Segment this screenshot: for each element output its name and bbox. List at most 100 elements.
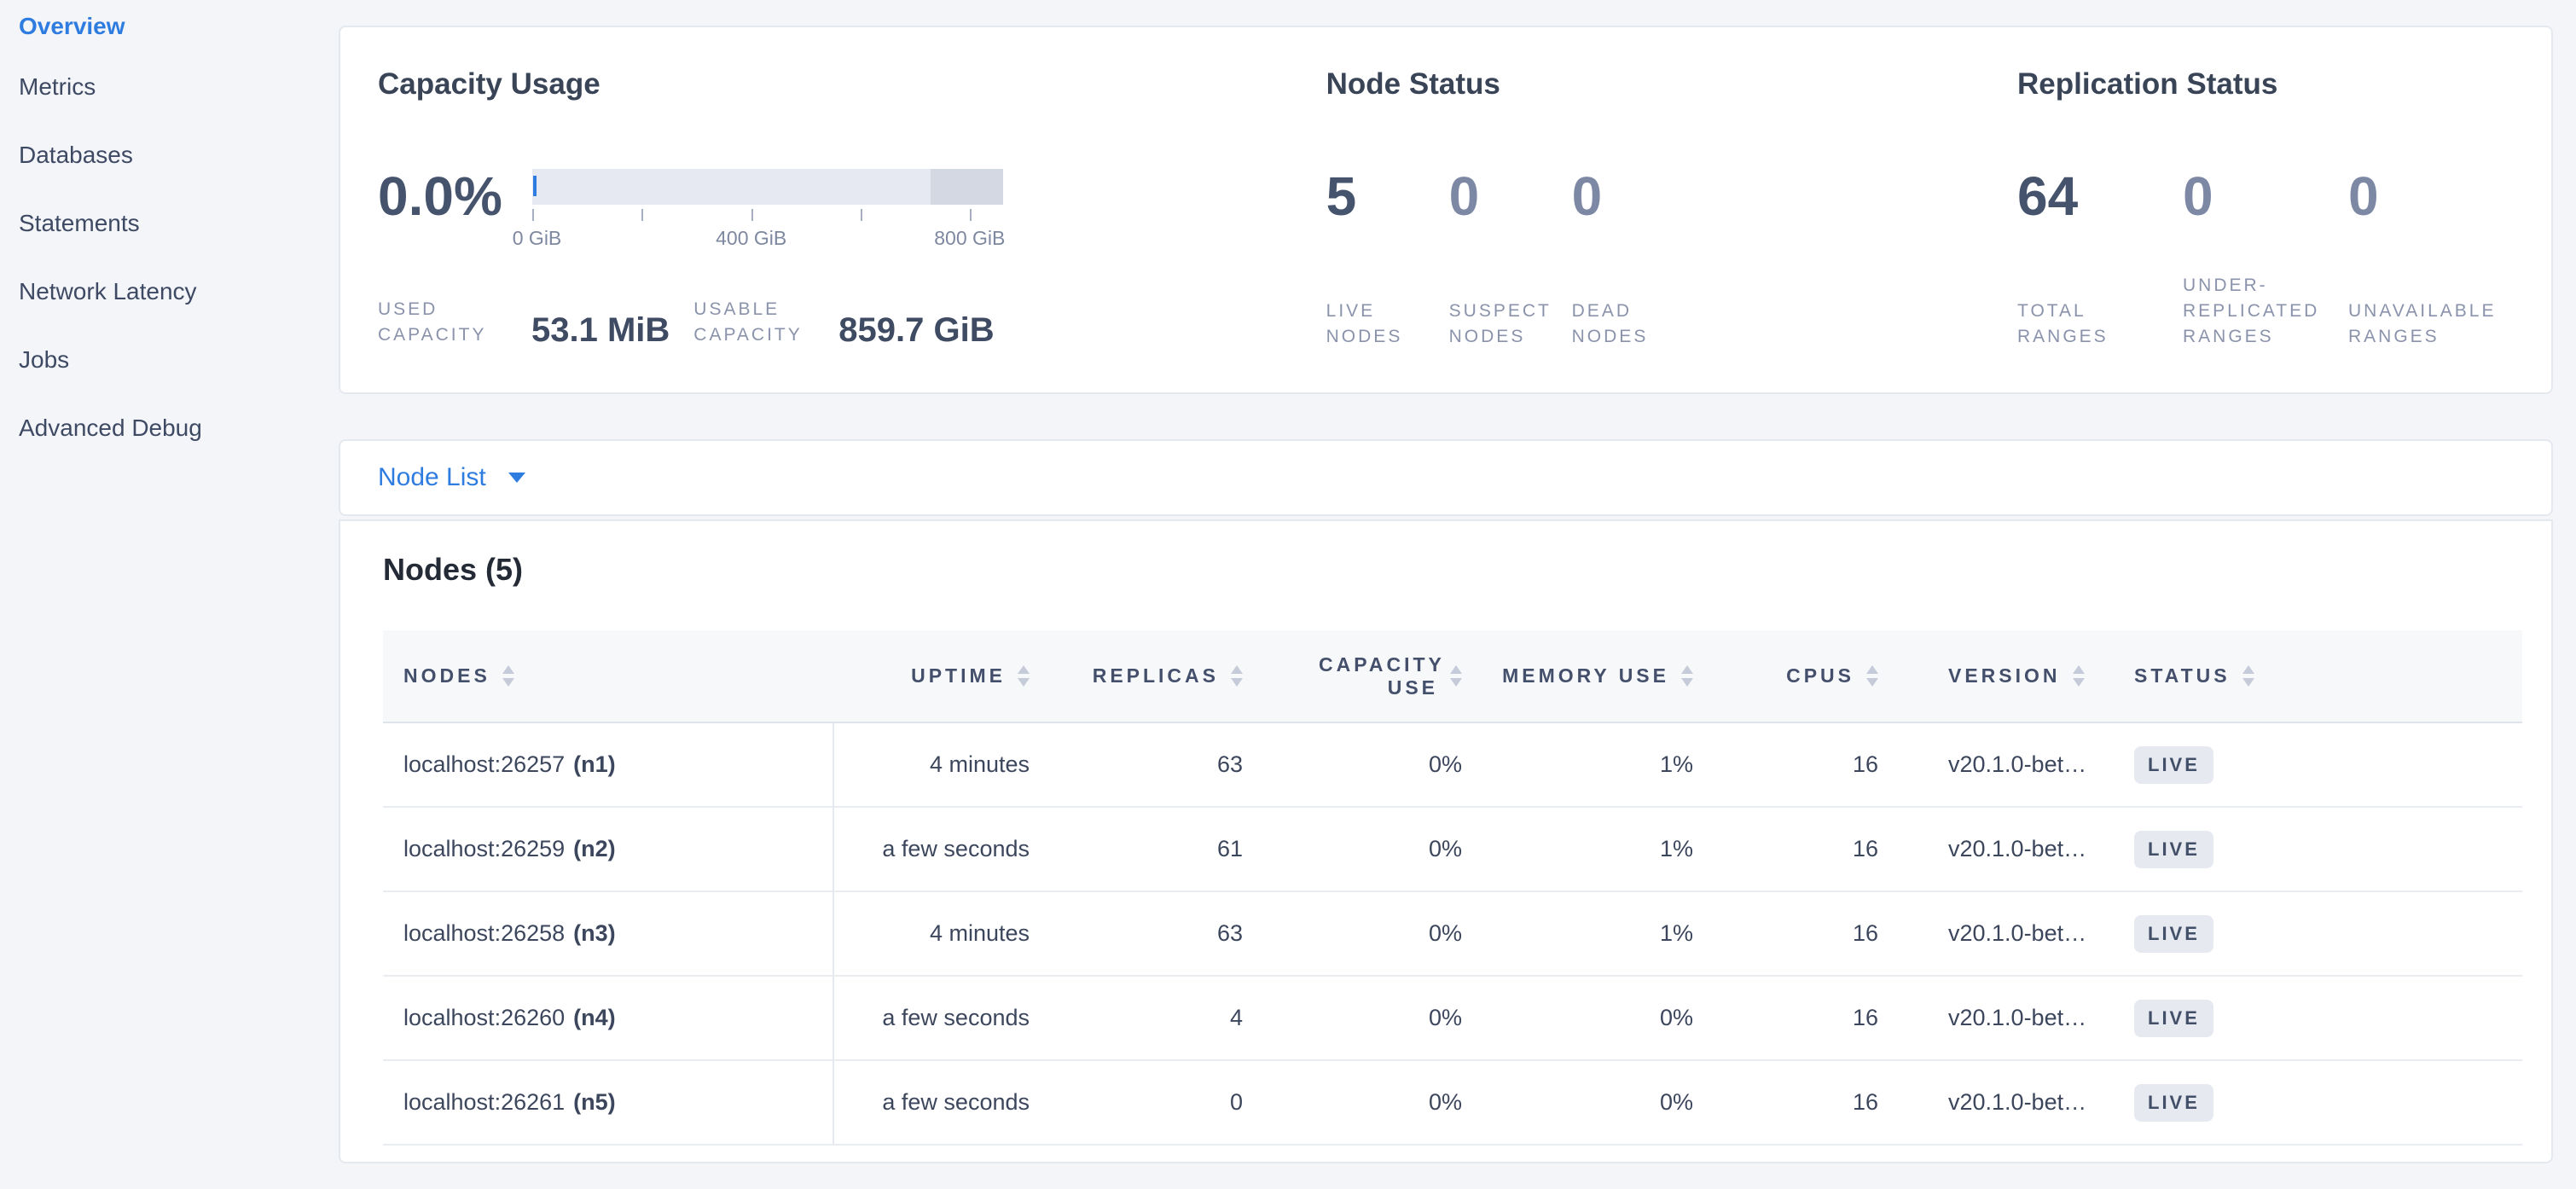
memory-use-cell: 1%	[1462, 890, 1693, 976]
column-header-version[interactable]: Version	[1878, 630, 2134, 723]
column-header-uptime[interactable]: Uptime	[833, 630, 1030, 723]
column-header-replicas[interactable]: Replicas	[1030, 630, 1243, 723]
sidebar-item-jobs[interactable]: Jobs	[19, 346, 70, 373]
axis-tick	[969, 209, 972, 221]
used-capacity-value: 53.1 MiB	[531, 311, 670, 349]
axis-label-400gib: 400 GiB	[716, 227, 787, 249]
column-label: CPUs	[1786, 664, 1854, 687]
dead-nodes-value: 0	[1571, 165, 1603, 227]
live-nodes-value: 5	[1326, 165, 1357, 227]
version-cell: v20.1.0-bet…	[1878, 890, 2134, 976]
node-address: localhost:26259	[403, 836, 566, 861]
under-replicated-ranges-value: 0	[2183, 165, 2213, 227]
column-header-capacity-use[interactable]: Capacity Use	[1243, 630, 1462, 723]
unavailable-ranges-label: Unavailable Ranges	[2348, 301, 2497, 346]
table-row-n1[interactable]: localhost:26257 (n1) 4 minutes 63 0% 1% 1…	[383, 722, 2522, 807]
table-row-n2[interactable]: localhost:26259 (n2) a few seconds 61 0% …	[383, 806, 2522, 891]
axis-label-800gib: 800 GiB	[934, 227, 1006, 249]
column-header-status[interactable]: Status	[2134, 630, 2522, 723]
nodes-table-title: Nodes (5)	[383, 552, 524, 587]
replication-status-title: Replication Status	[2017, 67, 2278, 101]
sidebar-item-databases[interactable]: Databases	[19, 142, 133, 168]
sidebar-item-network-latency[interactable]: Network Latency	[19, 278, 197, 304]
sort-icon	[2072, 665, 2085, 687]
suspect-nodes-value: 0	[1448, 165, 1480, 227]
status-badge: LIVE	[2134, 914, 2213, 953]
table-row-n5[interactable]: localhost:26261 (n5) a few seconds 0 0% 0…	[383, 1059, 2522, 1146]
cluster-summary-card: Capacity Usage 0.0%	[339, 26, 2553, 394]
node-list-dropdown-label: Node List	[378, 463, 486, 491]
suspect-nodes-stat: 0 Suspect Nodes	[1449, 169, 1572, 350]
replicas-cell: 0	[1030, 1059, 1243, 1146]
version-cell: v20.1.0-bet…	[1878, 975, 2134, 1060]
capacity-use-cell: 0%	[1243, 975, 1462, 1060]
column-label: Replicas	[1092, 664, 1219, 687]
column-label: Capacity Use	[1319, 652, 1445, 699]
version-cell: v20.1.0-bet…	[1878, 1059, 2134, 1146]
sidebar-item-statements[interactable]: Statements	[19, 210, 140, 236]
total-ranges-stat: 64 Total Ranges	[2017, 169, 2183, 350]
column-label: Uptime	[911, 664, 1006, 687]
capacity-bar-used-marker	[533, 176, 537, 196]
sidebar-item-metrics[interactable]: Metrics	[19, 73, 96, 100]
node-address: localhost:26257	[403, 751, 566, 777]
column-header-nodes[interactable]: Nodes	[383, 630, 833, 723]
table-row-n4[interactable]: localhost:26260 (n4) a few seconds 4 0% 0…	[383, 975, 2522, 1060]
node-status-title: Node Status	[1326, 67, 1500, 101]
under-replicated-ranges-stat: 0 Under-replicated Ranges	[2183, 169, 2348, 350]
capacity-bar: 0 GiB 400 GiB 800 GiB	[513, 169, 1005, 249]
cpus-cell: 16	[1693, 722, 1878, 807]
cpus-cell: 16	[1693, 890, 1878, 976]
axis-tick	[532, 209, 534, 221]
uptime-cell: a few seconds	[833, 806, 1030, 891]
sort-icon	[1231, 665, 1243, 687]
node-id: (n1)	[573, 751, 616, 777]
replicas-cell: 4	[1030, 975, 1243, 1060]
table-header-row: Nodes Uptime Replicas Capacity Use	[383, 630, 2522, 723]
sidebar-item-overview[interactable]: Overview	[19, 13, 125, 39]
status-badge: LIVE	[2134, 999, 2213, 1037]
nodes-table: Nodes Uptime Replicas Capacity Use	[383, 630, 2522, 1146]
total-ranges-value: 64	[2017, 165, 2079, 227]
usable-capacity-label: Usable Capacity	[693, 299, 803, 345]
column-label: Nodes	[403, 664, 490, 687]
unavailable-ranges-value: 0	[2348, 165, 2379, 227]
node-address: localhost:26260	[403, 1005, 566, 1030]
node-id: (n3)	[573, 920, 616, 946]
memory-use-cell: 1%	[1462, 806, 1693, 891]
capacity-use-cell: 0%	[1243, 722, 1462, 807]
column-header-cpus[interactable]: CPUs	[1693, 630, 1878, 723]
node-status-section: Node Status 5 Live Nodes 0 Suspect Nodes…	[1326, 67, 2017, 392]
status-badge: LIVE	[2134, 1083, 2213, 1122]
memory-use-cell: 0%	[1462, 1059, 1693, 1146]
cpus-cell: 16	[1693, 975, 1878, 1060]
column-header-memory-use[interactable]: Memory Use	[1462, 630, 1693, 723]
axis-tick	[641, 209, 644, 221]
memory-use-cell: 1%	[1462, 722, 1693, 807]
capacity-axis: 0 GiB 400 GiB 800 GiB	[513, 205, 1006, 256]
capacity-use-cell: 0%	[1243, 1059, 1462, 1146]
replicas-cell: 61	[1030, 806, 1243, 891]
node-id: (n5)	[573, 1089, 616, 1115]
column-label: Version	[1948, 664, 2061, 687]
main-content: Capacity Usage 0.0%	[339, 0, 2553, 1163]
unavailable-ranges-stat: 0 Unavailable Ranges	[2348, 169, 2514, 350]
capacity-usage-section: Capacity Usage 0.0%	[378, 67, 1326, 392]
node-list-dropdown[interactable]: Node List	[378, 463, 525, 492]
sort-icon	[1866, 665, 1878, 687]
table-row-n3[interactable]: localhost:26258 (n3) 4 minutes 63 0% 1% 1…	[383, 890, 2522, 976]
sidebar-item-advanced-debug[interactable]: Advanced Debug	[19, 415, 202, 441]
dead-nodes-label: Dead Nodes	[1571, 301, 1649, 346]
node-address: localhost:26261	[403, 1089, 566, 1115]
axis-label-0gib: 0 GiB	[512, 227, 562, 249]
status-badge: LIVE	[2134, 745, 2213, 784]
capacity-use-cell: 0%	[1243, 890, 1462, 976]
capacity-percent: 0.0%	[378, 165, 502, 227]
version-cell: v20.1.0-bet…	[1878, 722, 2134, 807]
live-nodes-stat: 5 Live Nodes	[1326, 169, 1449, 350]
column-label: Memory Use	[1502, 664, 1669, 687]
sort-icon	[502, 665, 514, 687]
uptime-cell: a few seconds	[833, 1059, 1030, 1146]
sort-icon	[2242, 665, 2254, 687]
